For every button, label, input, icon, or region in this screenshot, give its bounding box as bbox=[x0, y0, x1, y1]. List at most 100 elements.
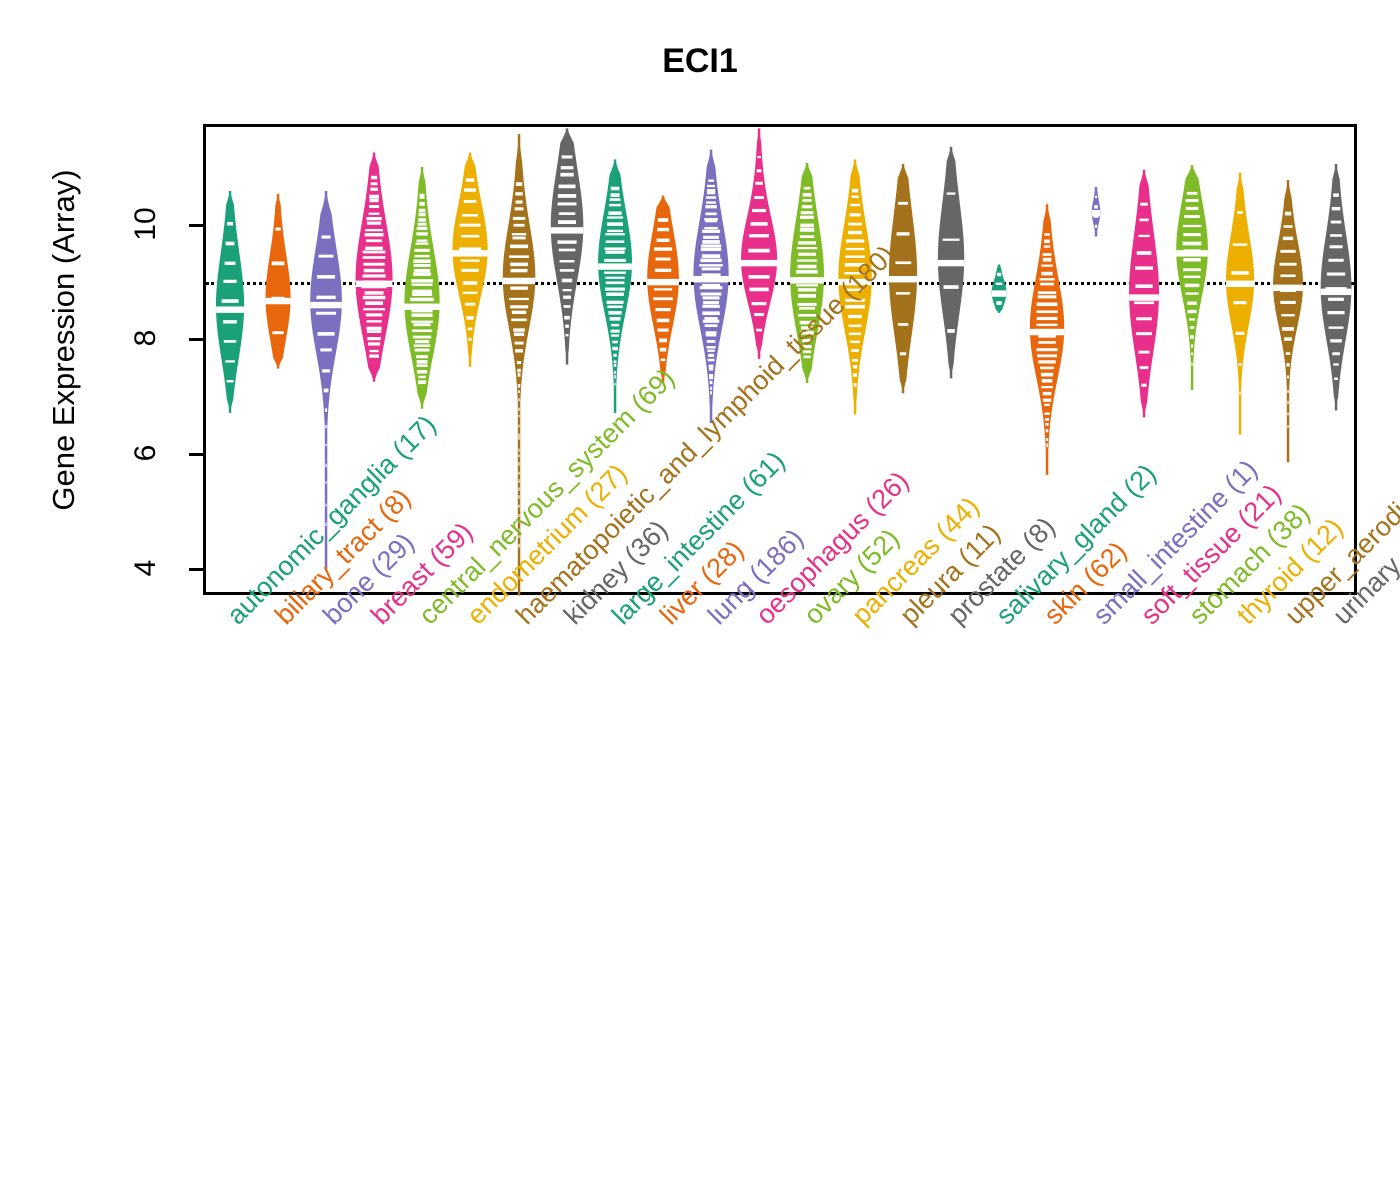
violin-group[interactable] bbox=[1023, 127, 1071, 592]
violin-group[interactable] bbox=[687, 127, 735, 592]
observation-gap bbox=[559, 260, 575, 263]
observation-gap bbox=[844, 272, 866, 275]
observation-gap bbox=[604, 247, 626, 250]
violin-group[interactable] bbox=[1264, 127, 1312, 592]
violin-group[interactable] bbox=[350, 127, 398, 592]
observation-gap bbox=[517, 436, 520, 440]
violin-group[interactable] bbox=[543, 127, 591, 592]
observation-gap bbox=[1141, 383, 1147, 387]
observation-gap bbox=[517, 471, 520, 475]
violin-group[interactable] bbox=[735, 127, 783, 592]
violin-group[interactable] bbox=[639, 127, 687, 592]
observation-gap bbox=[845, 298, 866, 302]
observation-gap bbox=[366, 320, 382, 323]
observation-gap bbox=[518, 424, 520, 428]
observation-gap bbox=[799, 320, 815, 325]
observation-gap bbox=[562, 295, 571, 299]
observation-gap bbox=[1285, 352, 1291, 355]
observation-gap bbox=[558, 184, 576, 189]
observation-gap bbox=[460, 259, 481, 262]
violin-group[interactable] bbox=[1120, 127, 1168, 592]
violin-group[interactable] bbox=[495, 127, 543, 596]
observation-gap bbox=[707, 358, 715, 362]
observation-gap bbox=[514, 349, 523, 353]
observation-gap bbox=[1283, 225, 1293, 228]
observation-gap bbox=[705, 196, 716, 199]
observation-gap bbox=[466, 316, 474, 320]
violin-group[interactable] bbox=[206, 127, 254, 592]
observation-gap bbox=[1284, 211, 1292, 216]
observation-gap bbox=[605, 240, 624, 243]
observation-gap bbox=[459, 247, 482, 251]
observation-gap bbox=[415, 242, 429, 245]
observation-gap bbox=[1287, 412, 1289, 416]
violin-group[interactable] bbox=[398, 127, 446, 592]
observation-gap bbox=[658, 338, 667, 343]
median-marker bbox=[216, 306, 244, 313]
median-marker bbox=[647, 278, 679, 286]
median-marker bbox=[740, 259, 777, 267]
observation-gap bbox=[225, 360, 235, 363]
plot-area bbox=[203, 124, 1360, 596]
observation-gap bbox=[464, 199, 477, 203]
observation-gap bbox=[1045, 423, 1050, 426]
observation-gap bbox=[564, 324, 569, 328]
observation-gap bbox=[325, 463, 327, 468]
violin-group[interactable] bbox=[1216, 127, 1264, 592]
observation-gap bbox=[1037, 302, 1058, 307]
observation-gap bbox=[417, 226, 428, 230]
observation-gap bbox=[418, 212, 426, 217]
observation-gap bbox=[514, 207, 523, 211]
observation-gap bbox=[517, 543, 520, 548]
observation-gap bbox=[653, 247, 672, 251]
chart-title: ECI1 bbox=[662, 42, 738, 80]
violin-shape bbox=[1128, 169, 1159, 418]
violin-group[interactable] bbox=[975, 127, 1023, 592]
observation-gap bbox=[369, 205, 380, 209]
violin-group[interactable] bbox=[1072, 127, 1120, 592]
observation-gap bbox=[1094, 195, 1097, 199]
violin-group[interactable] bbox=[783, 127, 831, 592]
observation-gap bbox=[707, 349, 715, 352]
median-marker bbox=[1091, 209, 1100, 217]
observation-gap bbox=[226, 379, 234, 383]
observation-gap bbox=[896, 292, 911, 295]
observation-gap bbox=[1046, 443, 1049, 448]
violin-group[interactable] bbox=[591, 127, 639, 592]
violin-group[interactable] bbox=[302, 127, 350, 592]
observation-gap bbox=[754, 313, 764, 317]
observation-gap bbox=[1138, 218, 1149, 222]
violin-group[interactable] bbox=[1168, 127, 1216, 592]
observation-gap bbox=[1328, 297, 1344, 301]
observation-gap bbox=[365, 301, 384, 305]
observation-gap bbox=[606, 229, 623, 233]
observation-gap bbox=[1043, 257, 1052, 262]
observation-gap bbox=[558, 212, 575, 215]
violin-group[interactable] bbox=[831, 127, 879, 592]
observation-gap bbox=[1287, 425, 1289, 429]
observation-gap bbox=[366, 326, 382, 331]
observation-gap bbox=[1046, 438, 1049, 441]
observation-gap bbox=[513, 332, 524, 337]
violin-group[interactable] bbox=[1312, 127, 1360, 592]
violin-group[interactable] bbox=[927, 127, 975, 592]
observation-gap bbox=[223, 279, 237, 283]
observation-gap bbox=[371, 175, 378, 180]
violin-shape bbox=[693, 149, 729, 424]
observation-gap bbox=[517, 398, 520, 402]
observation-gap bbox=[846, 288, 864, 292]
violin-group[interactable] bbox=[879, 127, 927, 592]
observation-gap bbox=[510, 268, 528, 273]
observation-gap bbox=[518, 479, 520, 483]
observation-gap bbox=[1046, 429, 1049, 433]
observation-gap bbox=[702, 311, 720, 316]
observation-gap bbox=[756, 169, 762, 173]
observation-gap bbox=[317, 332, 335, 336]
observation-gap bbox=[1287, 389, 1289, 393]
observation-gap bbox=[748, 275, 770, 279]
violin-group[interactable] bbox=[254, 127, 302, 592]
violin-group[interactable] bbox=[446, 127, 494, 592]
observation-gap bbox=[997, 272, 1002, 277]
observation-gap bbox=[509, 286, 528, 290]
violin-shape bbox=[838, 159, 872, 415]
